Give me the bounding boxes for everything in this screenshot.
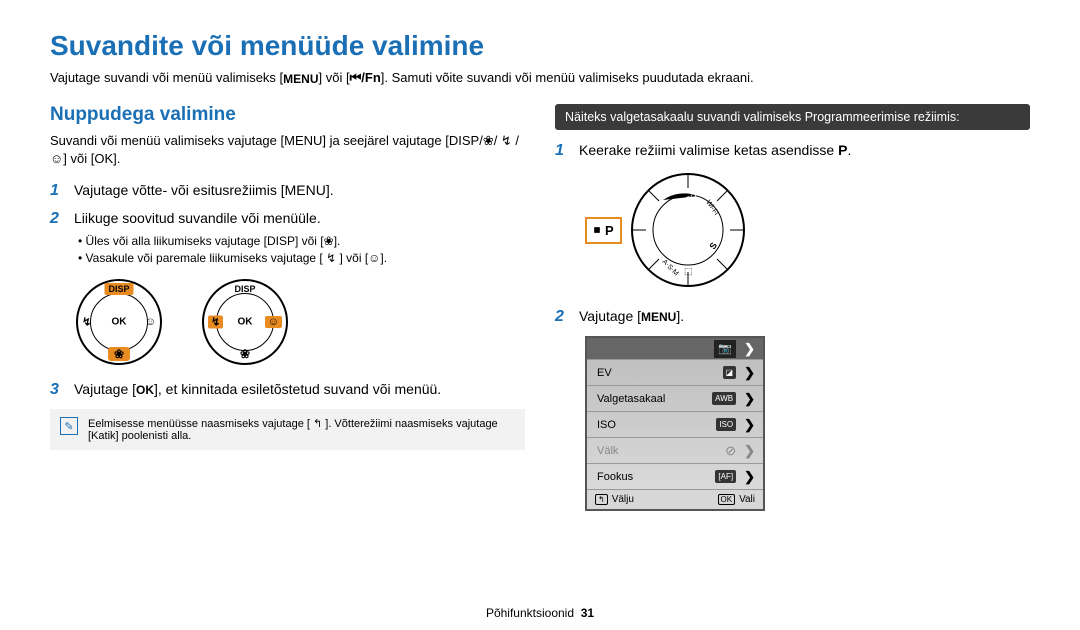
note-text: Eelmisesse menüüsse naasmiseks vajutage …	[88, 417, 515, 442]
page-title: Suvandite või menüüde valimine	[50, 30, 1030, 62]
step-number: 2	[50, 210, 64, 228]
step-1: 1 Vajutage võtte- või esitusrežiimis [ME…	[50, 182, 525, 200]
iso-icon: ISO	[716, 418, 736, 431]
menu-item-focus[interactable]: Fookus [AF]❯	[587, 464, 763, 490]
pointer-icon	[591, 224, 602, 235]
step-number: 1	[555, 142, 569, 160]
flower-icon: ❀	[240, 347, 250, 361]
rstep-1: 1 Keerake režiimi valimise ketas asendis…	[555, 142, 1030, 160]
camera-menu-screen: 📷❯ EV ◪❯ Valgetasakaal AWB❯ ISO ISO❯ Väl…	[585, 336, 765, 511]
left-column: Nuppudega valimine Suvandi või menüü val…	[50, 104, 525, 511]
camera-tab-icon: 📷	[714, 340, 736, 358]
ok-label: OK	[112, 317, 127, 328]
menu-item-iso[interactable]: ISO ISO❯	[587, 412, 763, 438]
info-icon: ✎	[60, 417, 78, 435]
af-icon: [AF]	[715, 470, 736, 483]
step-2-bullets: Üles või alla liikumiseks vajutage [DISP…	[78, 234, 525, 265]
page-footer: Põhifunktsioonid 31	[486, 606, 594, 620]
step-2: 2 Liikuge soovitud suvandile või menüüle…	[50, 210, 525, 228]
svg-text:⬚: ⬚	[684, 266, 693, 276]
ev-icon: ◪	[723, 366, 737, 379]
menu-item-ev[interactable]: EV ◪❯	[587, 360, 763, 386]
step-number: 3	[50, 381, 64, 399]
awb-icon: AWB	[712, 392, 736, 405]
disp-label: DISP	[104, 283, 133, 295]
step-number: 2	[555, 308, 569, 326]
step-number: 1	[50, 182, 64, 200]
menu-footer: ↰Välju OKVali	[587, 490, 763, 509]
sub-intro: Suvandi või menüü valimiseks vajutage [M…	[50, 132, 525, 168]
timer-icon: ☺	[265, 316, 282, 328]
flash-icon: ↯	[82, 316, 91, 329]
example-banner: Näiteks valgetasakaalu suvandi valimisek…	[555, 104, 1030, 130]
rstep-2: 2 Vajutage [MENU].	[555, 308, 1030, 326]
mode-dial-graphic: AUTO Wi-Fi A·S·M S ⬚	[628, 170, 748, 290]
subheading: Nuppudega valimine	[50, 104, 525, 126]
p-mode-indicator: P	[585, 217, 622, 244]
flash-icon: ↯	[208, 316, 223, 329]
nav-wheel-alt: DISP ❀ ↯ ☺ OK	[202, 279, 288, 365]
menu-label: MENU	[283, 72, 318, 86]
nav-wheel-highlighted: DISP ❀ ↯ ☺ OK	[76, 279, 162, 365]
menu-item-wb[interactable]: Valgetasakaal AWB❯	[587, 386, 763, 412]
flower-icon: ❀	[108, 347, 130, 361]
disp-label: DISP	[230, 283, 259, 295]
menu-header: 📷❯	[587, 338, 763, 360]
right-column: Näiteks valgetasakaalu suvandi valimisek…	[555, 104, 1030, 511]
intro-text: Vajutage suvandi või menüü valimiseks [M…	[50, 70, 1030, 86]
ok-icon: OK	[718, 494, 736, 505]
menu-item-flash: Välk ⊘❯	[587, 438, 763, 464]
back-icon: ↰	[595, 494, 608, 505]
flash-off-icon: ⊘	[725, 443, 736, 459]
note-box: ✎ Eelmisesse menüüsse naasmiseks vajutag…	[50, 409, 525, 450]
timer-icon: ☺	[145, 316, 156, 328]
mode-dial: P AUTO	[585, 170, 1030, 290]
step-3: 3 Vajutage [OK], et kinnitada esiletõste…	[50, 381, 525, 399]
ok-label: OK	[238, 317, 253, 328]
